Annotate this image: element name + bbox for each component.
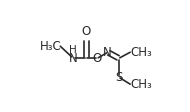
Text: O: O — [93, 52, 102, 65]
Text: S: S — [115, 71, 123, 84]
Text: N: N — [103, 46, 112, 59]
Text: N: N — [69, 52, 78, 65]
Text: O: O — [82, 25, 91, 38]
Text: CH₃: CH₃ — [130, 46, 152, 59]
Text: H₃C: H₃C — [39, 40, 61, 53]
Text: CH₃: CH₃ — [130, 78, 152, 91]
Text: H: H — [69, 45, 77, 55]
